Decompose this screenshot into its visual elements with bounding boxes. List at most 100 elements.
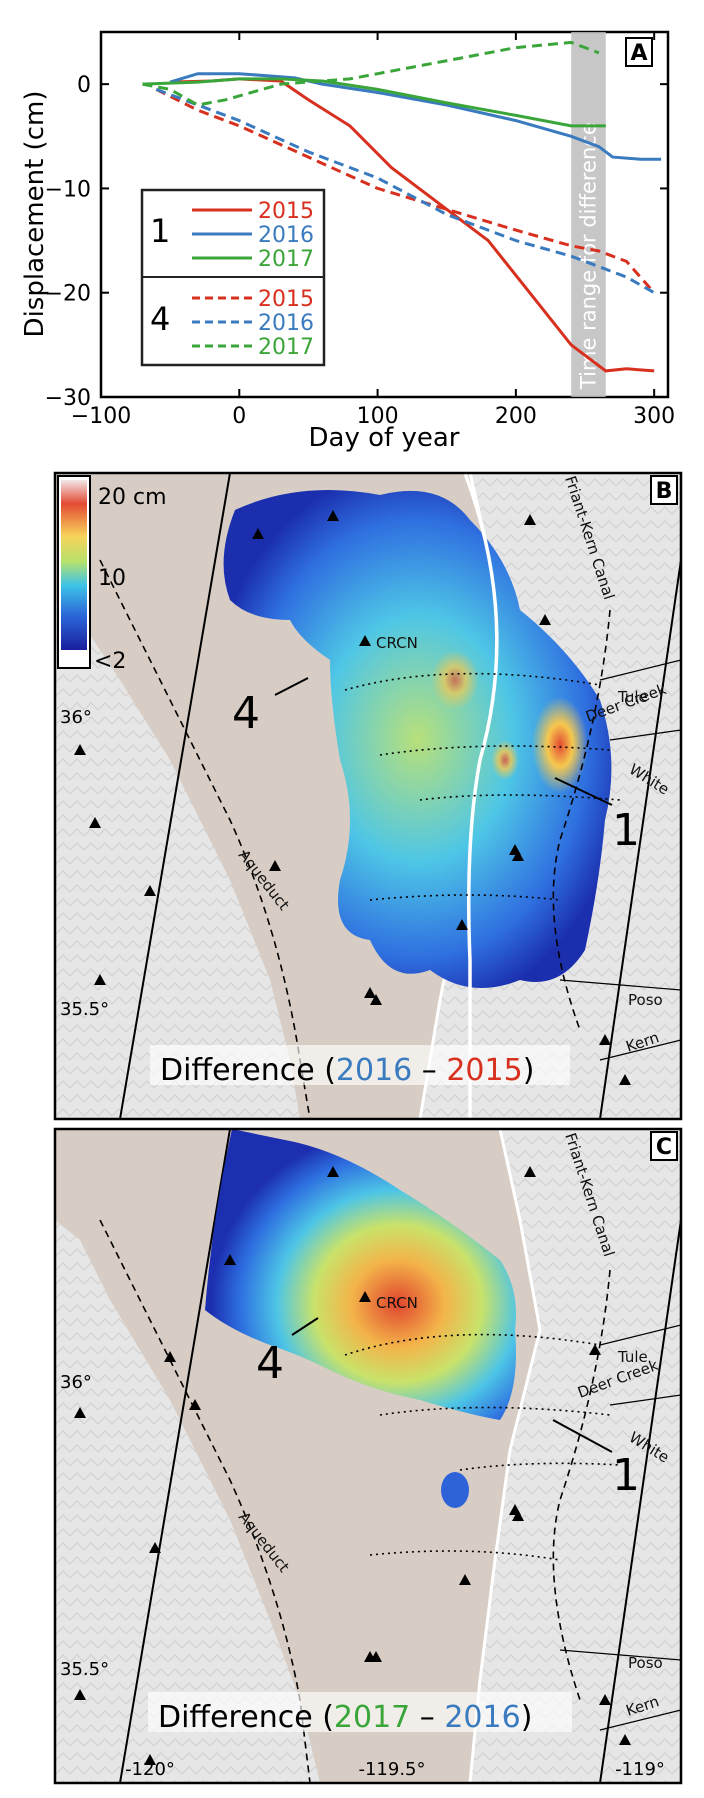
gps-station-triangle [94, 974, 106, 985]
series-line-site4-2015 [155, 88, 656, 294]
x-axis-ticks: −100 0 100 200 300 [71, 32, 675, 429]
gps-station-triangle [512, 850, 524, 861]
y-tick-label: −10 [45, 177, 91, 202]
gps-station-triangle [589, 1344, 601, 1355]
colorbar-mid-label: 10 [98, 566, 126, 591]
gps-station-triangle [359, 1291, 371, 1302]
lon-120-label: -120° [125, 1759, 175, 1780]
panel-b-title-year-b: 2015 [446, 1053, 522, 1088]
x-tick-label: 100 [357, 404, 399, 429]
poso-label-c: Poso [628, 1654, 663, 1672]
panel-b-title-suffix: ) [523, 1053, 535, 1088]
colorbar-min-label: <2 [94, 649, 126, 674]
crcn-label-c: CRCN [376, 1294, 418, 1312]
lat-35-5-label-b: 35.5° [60, 999, 109, 1020]
panel-c-title-year-a: 2017 [334, 1700, 410, 1735]
gps-station-triangle [599, 1034, 611, 1045]
lon-119-5-label: -119.5° [358, 1759, 425, 1780]
panel-b-title-backdrop [150, 1045, 570, 1085]
gps-station-triangle [149, 1542, 161, 1553]
gps-station-triangle [74, 1407, 86, 1418]
panel-b-title-minus: – [412, 1053, 446, 1088]
gps-station-triangle [364, 987, 376, 998]
roads-c [559, 1324, 681, 1731]
gps-station-triangle [164, 1351, 176, 1362]
panel-b-frame [53, 471, 683, 1121]
site-1-label-b: 1 [612, 805, 640, 856]
y-tick-label: −20 [45, 282, 91, 307]
friant-kern-canal-b [463, 473, 499, 1119]
site-4-pointer-c [291, 1317, 319, 1336]
swath-edge-left [119, 473, 231, 1119]
aqueduct-dashed-c [99, 1219, 311, 1783]
legend-label-site4-2016: 2016 [258, 311, 314, 336]
y-tick-label: −30 [45, 386, 91, 411]
panel-c-title: Difference (2017 – 2016) [158, 1700, 532, 1735]
gps-station-triangle [359, 635, 371, 646]
gps-station-triangle [459, 1574, 471, 1585]
subsidence-blob [223, 490, 612, 988]
subsidence-hotspot-3 [491, 740, 519, 780]
panel-c-frame [53, 1127, 683, 1785]
x-tick-label: 0 [232, 404, 246, 429]
gps-station-triangle [74, 1689, 86, 1700]
legend-label-site1-2017: 2017 [258, 247, 314, 272]
gps-station-triangle [370, 1651, 382, 1662]
gps-station-triangle [327, 510, 339, 521]
subsidence-blob-c [205, 1129, 516, 1420]
panel-c-title-backdrop [148, 1692, 572, 1732]
site-4-label-c: 4 [256, 1338, 284, 1389]
gps-stations-c [74, 1166, 631, 1765]
gps-station-triangle [189, 1399, 201, 1410]
legend-group-1: 1 [150, 212, 170, 250]
displacement-series [142, 40, 662, 373]
site-4-label-b: 4 [232, 688, 260, 739]
swath-edge-left-c [119, 1129, 231, 1783]
gps-station-triangle [89, 817, 101, 828]
site-1-label-c: 1 [612, 1450, 640, 1501]
x-axis-label: Day of year [309, 423, 460, 453]
gps-station-triangle [619, 1074, 631, 1085]
series-line-site1-2016 [169, 72, 662, 161]
swath-edge-right [599, 559, 681, 1119]
difference-time-range-band [571, 32, 606, 397]
gps-station-triangle [524, 514, 536, 525]
series-line-site1-2017 [142, 77, 606, 128]
x-tick-label: 300 [633, 404, 675, 429]
poso-label-b: Poso [628, 991, 663, 1009]
panel-b-title: Difference (2016 – 2015) [160, 1053, 534, 1088]
subsidence-hotspot [532, 697, 588, 793]
tule-label-b: Tule [617, 688, 648, 706]
legend-group-4: 4 [150, 300, 170, 338]
gps-station-triangle [456, 919, 468, 930]
site-1-pointer-b [554, 777, 613, 806]
gps-station-triangle [144, 1754, 156, 1765]
panel-c-title-year-b: 2016 [444, 1700, 520, 1735]
gps-station-triangle [370, 994, 382, 1005]
colorbar-max-label: 20 cm [98, 485, 167, 510]
roads-b [559, 659, 681, 1061]
gps-station-triangle [619, 1734, 631, 1745]
x-tick-label: −100 [71, 404, 131, 429]
panel-b-letter: B [656, 479, 673, 504]
panel-b-letter-box [650, 475, 678, 505]
gps-station-triangle [224, 1254, 236, 1265]
legend-label-site1-2016: 2016 [258, 223, 314, 248]
aqueduct-dashed-b [99, 559, 311, 1119]
tule-label-c: Tule [617, 1348, 648, 1366]
valley-edge-line-c [468, 1129, 542, 1783]
panel-a-letter-box [625, 37, 653, 67]
gps-station-triangle [512, 1510, 524, 1521]
gps-station-triangle [269, 860, 281, 871]
crcn-label-b: CRCN [376, 634, 418, 652]
y-axis-label: Displacement (cm) [20, 91, 50, 338]
x-tick-label: 200 [495, 404, 537, 429]
panel-b-map: 20 cm 10 <2 CRCN Friant-Kern Canal Tule … [53, 471, 683, 1121]
gps-station-triangle [327, 1166, 339, 1177]
panel-b-title-prefix: Difference ( [160, 1053, 336, 1088]
series-line-site4-2017 [142, 40, 600, 107]
gps-station-triangle [252, 528, 264, 539]
